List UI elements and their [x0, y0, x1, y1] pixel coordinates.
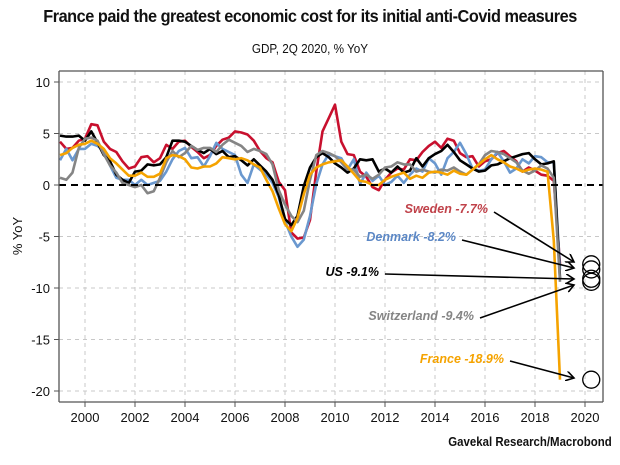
y-tick-label: 5 [43, 127, 50, 142]
annotation-label-france: France -18.9% [420, 352, 504, 366]
annotation-arrow-us [384, 273, 574, 279]
annotation-label-denmark: Denmark -8.2% [366, 230, 456, 244]
x-tick-label: 2002 [121, 410, 150, 425]
final-point-circle-switzerland [582, 272, 601, 291]
x-tick-label: 2018 [521, 410, 550, 425]
x-tick-label: 2014 [421, 410, 450, 425]
chart-subtitle: GDP, 2Q 2020, % YoY [251, 41, 369, 56]
final-point-circle-denmark [582, 260, 601, 279]
y-tick-label: -5 [38, 230, 50, 245]
y-tick-label: 0 [43, 178, 50, 193]
final-point-circle-france [582, 370, 601, 389]
y-tick-label: -10 [31, 281, 50, 296]
annotation-label-us: US -9.1% [326, 265, 380, 279]
x-tick-label: 2020 [571, 410, 600, 425]
source-credit: Gavekal Research/Macrobond [448, 434, 612, 449]
series-line-us [59, 130, 562, 279]
x-tick-label: 2010 [321, 410, 350, 425]
series-group [58, 103, 562, 380]
series-line-france [59, 139, 562, 380]
annotation-arrow-denmark [461, 239, 574, 268]
chart-title: France paid the greatest economic cost f… [43, 6, 577, 26]
x-tick-label: 2004 [171, 410, 200, 425]
x-tick-label: 2008 [271, 410, 300, 425]
x-tick-label: 2012 [371, 410, 400, 425]
annotation-label-sweden: Sweden -7.7% [405, 202, 488, 216]
y-tick-label: 10 [36, 75, 50, 90]
annotation-arrow-france [509, 360, 574, 378]
annotation-arrow-sweden [493, 211, 574, 262]
x-tick-label: 2006 [221, 410, 250, 425]
annotations: Sweden -7.7% Denmark -8.2% US -9.1% Switzer… [326, 202, 601, 389]
annotation-arrow-switzerland [479, 285, 574, 319]
x-tick-label: 2000 [71, 410, 100, 425]
x-tick-label: 2016 [471, 410, 500, 425]
y-tick-label: -15 [31, 333, 50, 348]
y-tick-label: -20 [31, 384, 50, 399]
y-axis-label: % YoY [10, 217, 25, 256]
annotation-label-switzerland: Switzerland -9.4% [368, 309, 474, 323]
ticks: 10 5 0 -5 -10 -15 -20 2000 2002 2004 2006 2008 2010 2… [31, 75, 599, 425]
grid [59, 71, 603, 402]
